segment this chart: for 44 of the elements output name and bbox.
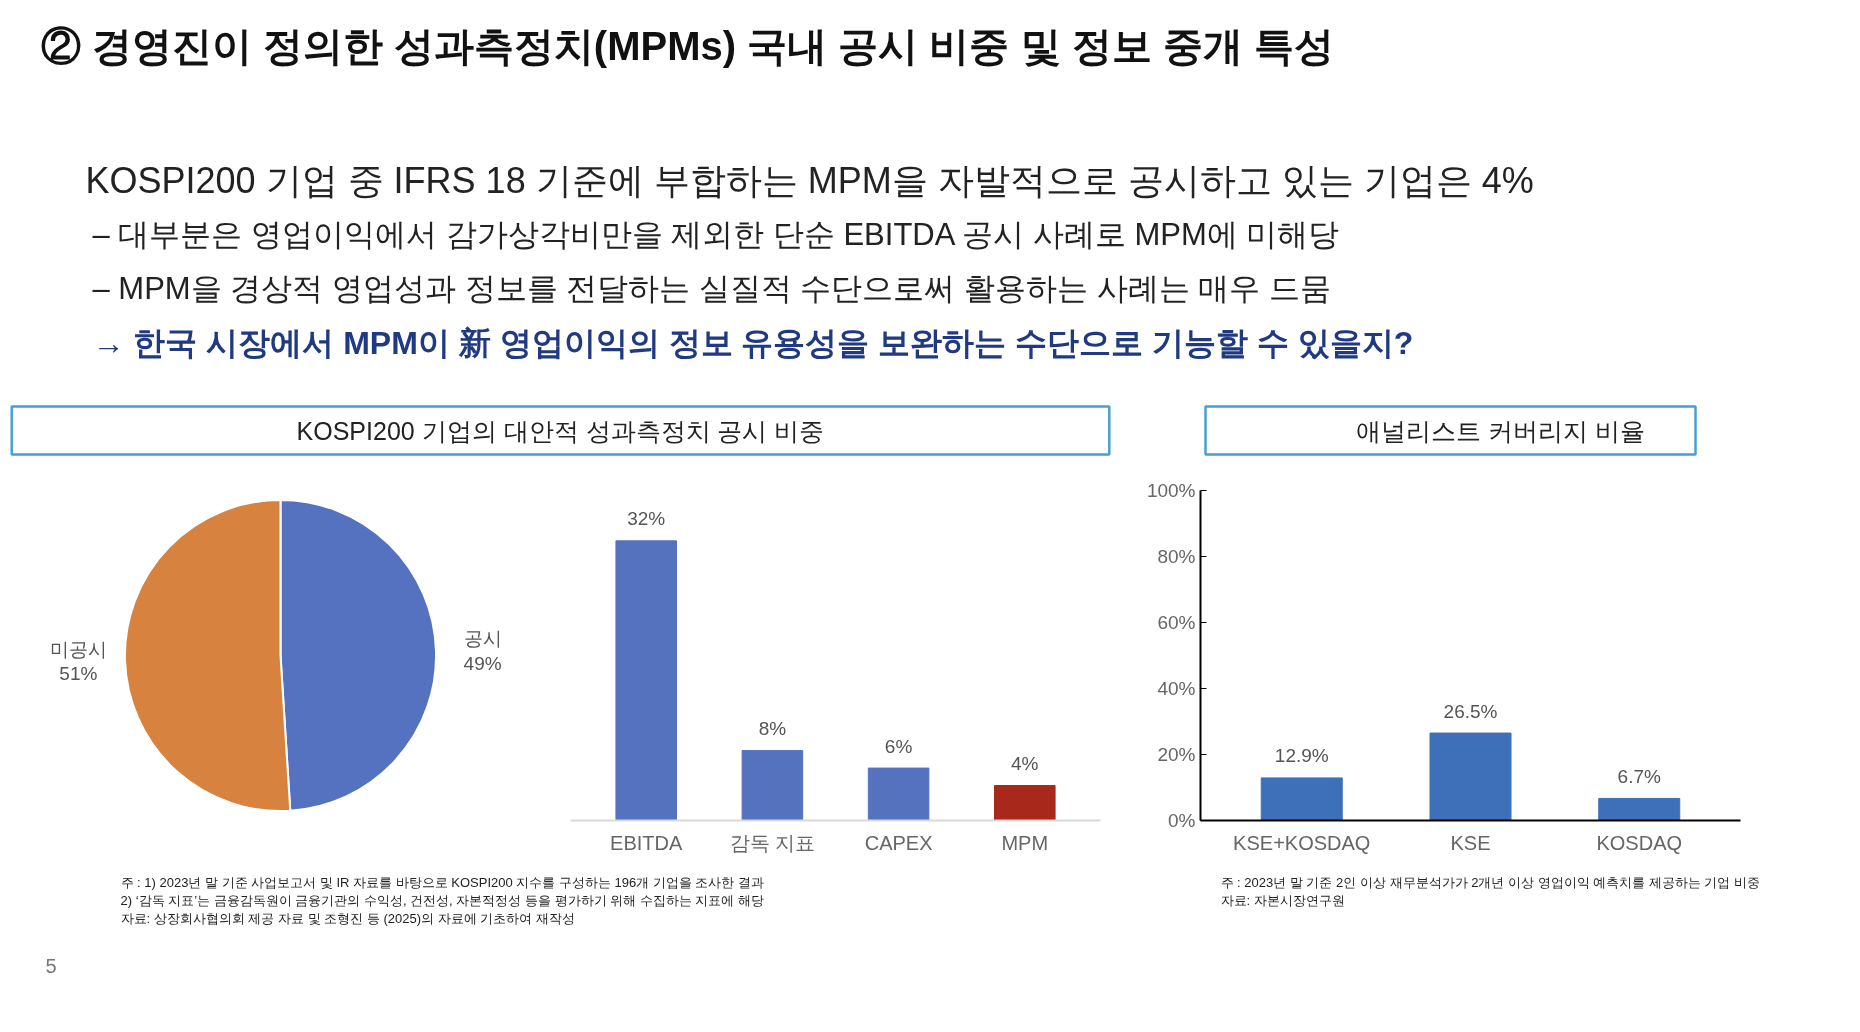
data-label: 12.9% (1274, 745, 1329, 767)
y-tick-label: 60% (1157, 612, 1196, 633)
data-label: 32% (627, 508, 666, 530)
data-label: 51% (59, 662, 98, 684)
x-tick-label: CAPEX (864, 831, 933, 854)
y-tick-label: 20% (1157, 744, 1196, 765)
bar (994, 785, 1056, 821)
x-tick-label: EBITDA (610, 831, 683, 854)
text: 2) ‘감독 지표’는 금융감독원이 금융기관의 수익성, 건전성, 자본적정성 등을 평가하기 위해 수집하는 지표에 해당 (120, 893, 765, 908)
text: KOSPI200 기업 중 IFRS 18 기준에 부합하는 MPM을 자발적으로 공시하고 있는 기업은 4% (85, 160, 1534, 201)
slice-label: 미공시 (49, 638, 107, 660)
x-tick-label: MPM (1001, 831, 1049, 854)
data-label: 26.5% (1443, 700, 1498, 722)
x-tick-label: 감독 지표 (729, 831, 816, 854)
text: KOSPI200 기업의 대안적 성과측정치 공시 비중 (296, 416, 825, 445)
text: 자료: 상장회사협의회 제공 자료 및 조형진 등 (2025)의 자료에 기초하여 재작성 (120, 911, 575, 926)
x-tick-label: KSE+KOSDAQ (1233, 831, 1371, 854)
chart-title: 애널리스트 커버리지 비율 (1356, 416, 1645, 445)
data-label: 6.7% (1617, 765, 1662, 787)
bar (1260, 777, 1343, 821)
bar (867, 767, 930, 821)
text: 주 : 1) 2023년 말 기준 사업보고서 및 IR 자료를 바탕으로 KOSPI200 지수를 구성하는 196개 기업을 조사한 결과 (120, 875, 765, 890)
bar (741, 750, 804, 821)
bar (1598, 797, 1681, 821)
y-tick-label: 40% (1157, 678, 1196, 699)
data-label: 8% (758, 718, 787, 740)
text: 자료: 자본시장연구원 (1220, 893, 1345, 908)
x-tick-label: KOSDAQ (1596, 831, 1683, 854)
slice-label: 공시 (463, 628, 502, 650)
y-tick-label: 80% (1157, 546, 1196, 567)
text: 5 (45, 954, 57, 977)
text: 주 : 2023년 말 기준 2인 이상 재무분석가가 2개년 이상 영업이익 예측치를 제공하는 기업 비중 (1220, 875, 1761, 890)
bar (615, 540, 677, 821)
bar (1429, 732, 1512, 821)
y-tick-label: 100% (1146, 480, 1196, 501)
text: – MPM을 경상적 영업성과 정보를 전달하는 실질적 수단으로써 활용하는 사례는 매우 드뭄 (92, 271, 1331, 306)
y-tick-label: 0% (1168, 810, 1196, 831)
text: – 대부분은 영업이익에서 감가상각비만을 제외한 단순 EBITDA 공시 사례로 MPM에 미해당 (92, 217, 1340, 252)
data-label: 6% (884, 735, 913, 757)
data-label: 49% (463, 652, 502, 674)
data-label: 4% (1011, 752, 1039, 774)
text: ② 경영진이 정의한 성과측정치(MPMs) 국내 공시 비중 및 정보 중개 특성 (40, 23, 1334, 68)
x-tick-label: KSE (1450, 831, 1491, 854)
text: → 한국 시장에서 MPM이 新 영업이익의 정보 유용성을 보완하는 수단으로 기능할 수 있을지? (92, 324, 1414, 361)
